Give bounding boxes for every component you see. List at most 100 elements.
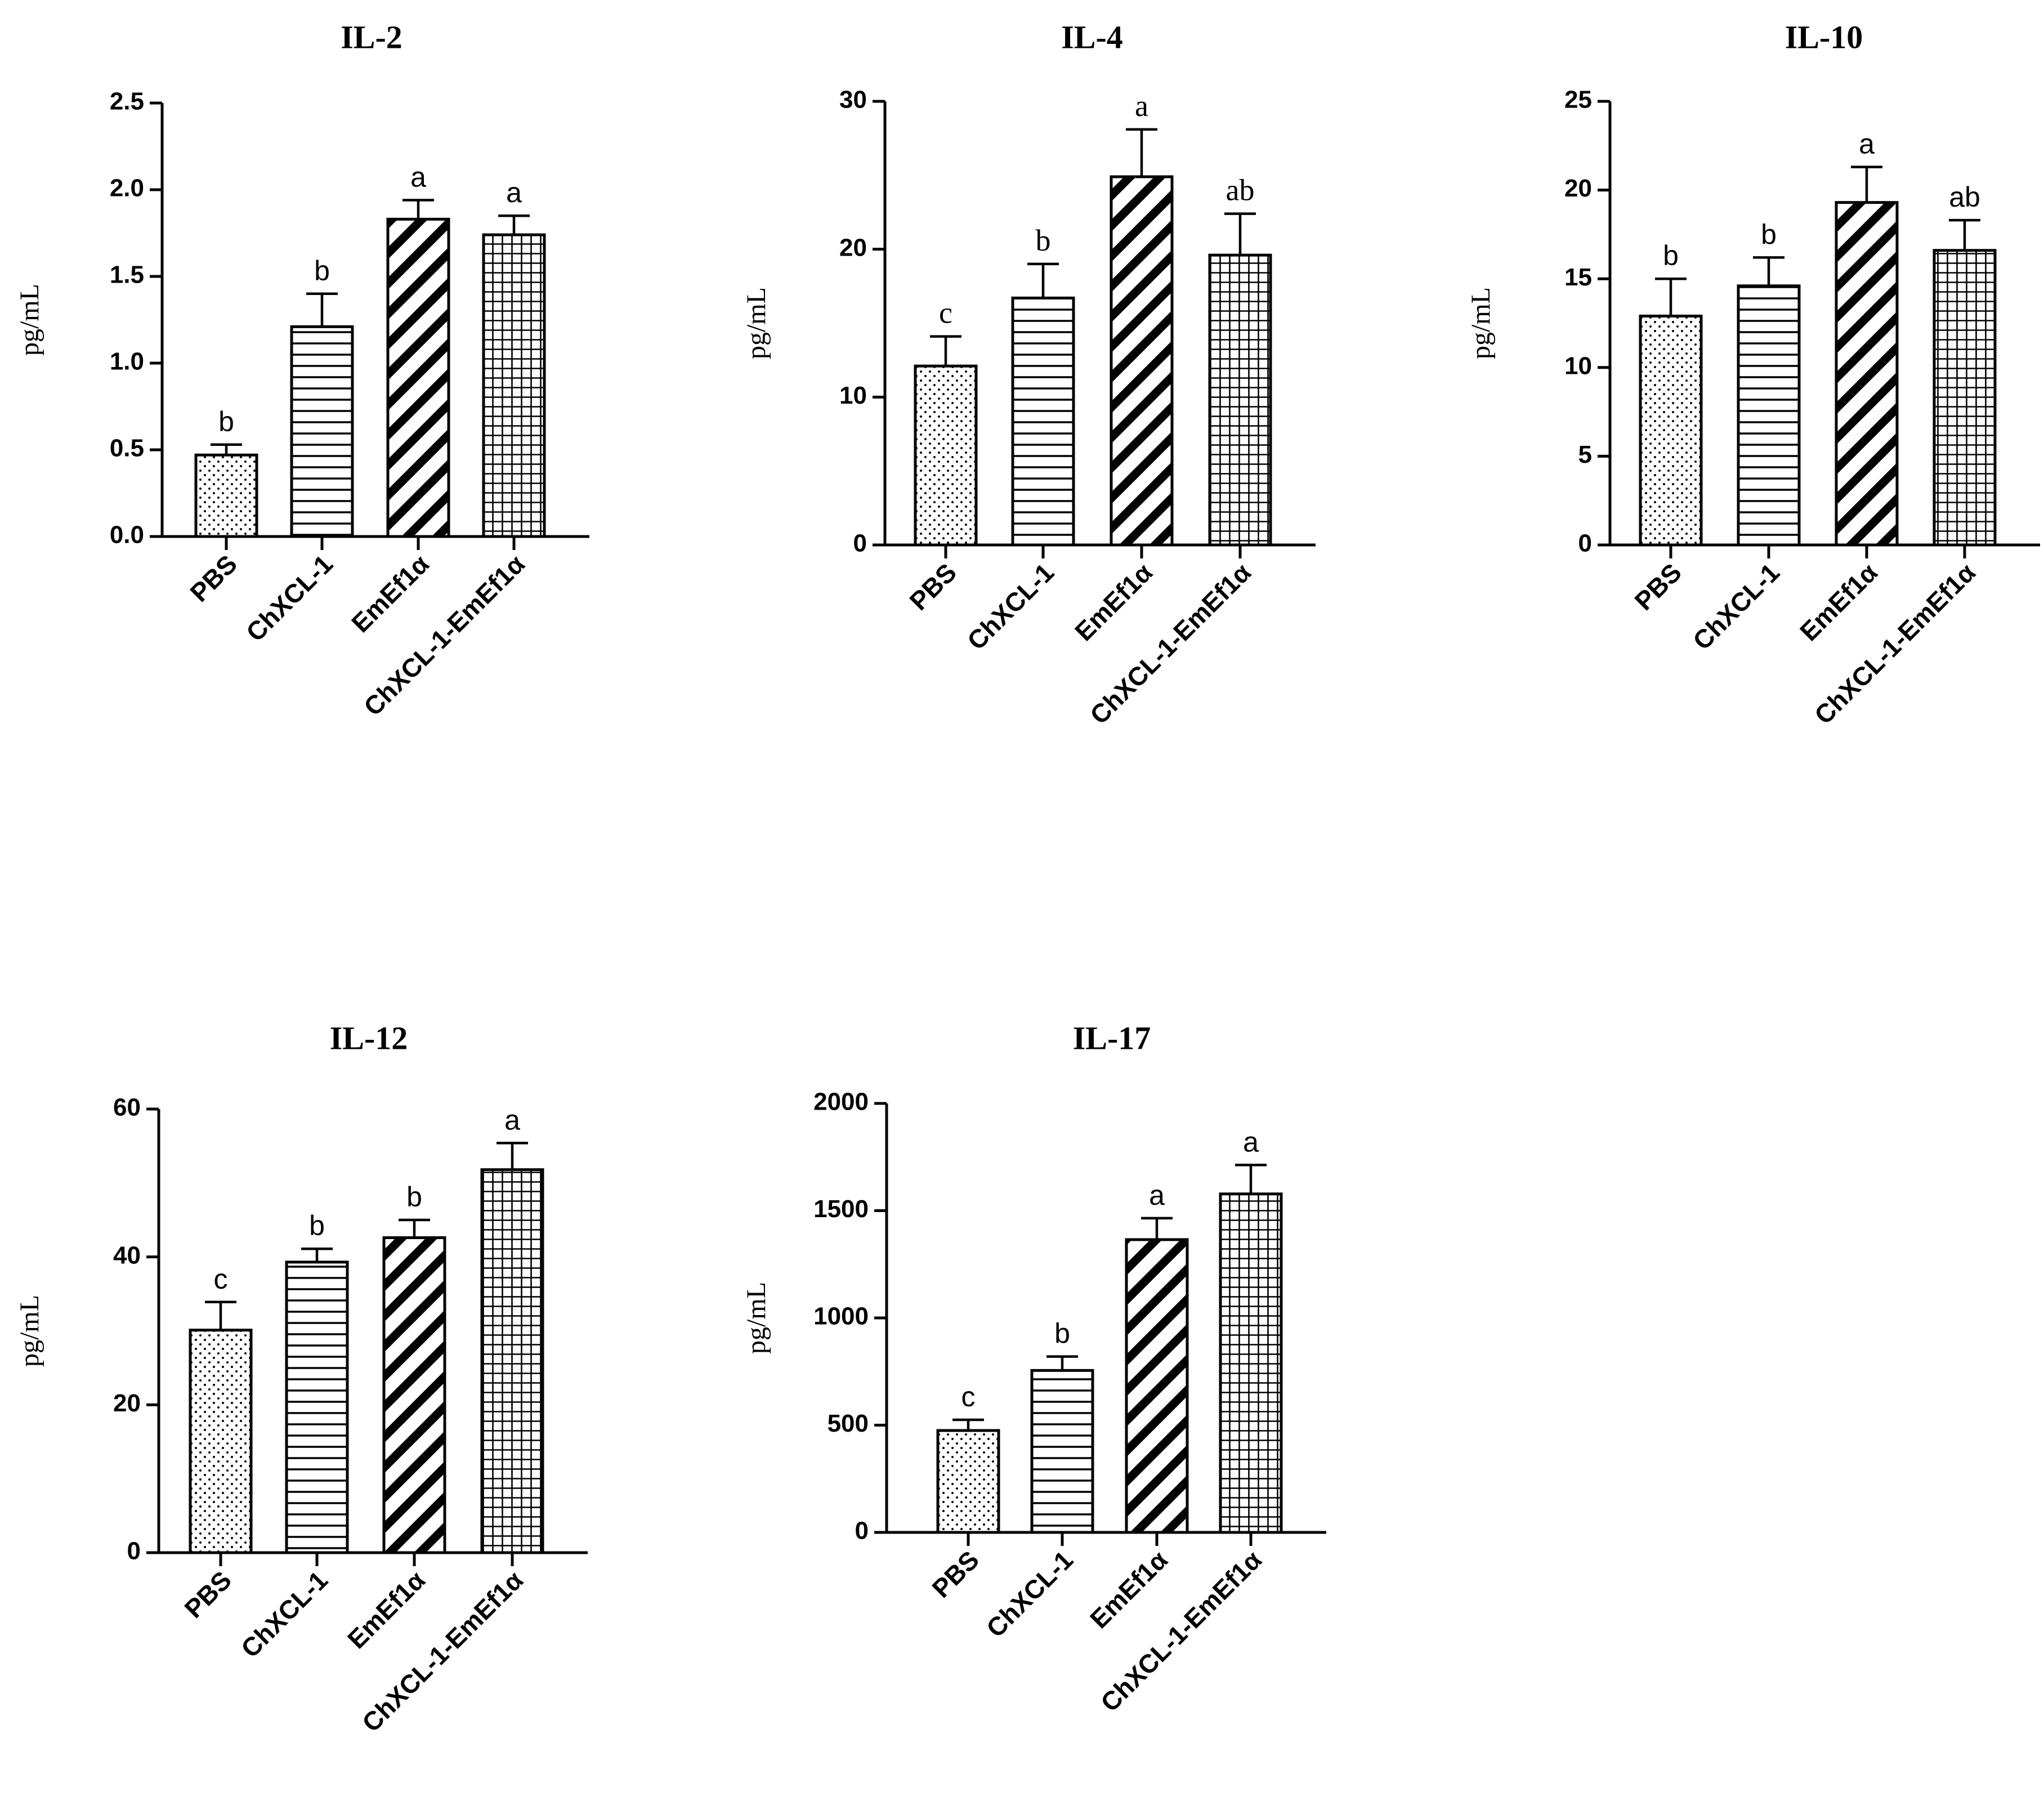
chart-il-4: IL-4 pg/mL 0 10 20 30 c PBS b ChXCL-1 a EmEf1α ab ChX… [741, 19, 1316, 730]
chart-title: IL-12 [330, 1020, 408, 1056]
y-tick-label: 5 [1578, 441, 1592, 468]
bar-chxcl-1-emef1α [480, 1168, 544, 1554]
y-tick-label: 25 [1564, 86, 1592, 114]
bar-chxcl-1 [290, 325, 354, 538]
chart-il-12: IL-12 pg/mL 0 20 40 60 c PBS b ChXCL-1 b EmEf1α a ChX… [15, 1020, 588, 1737]
chart-il-17: IL-17 pg/mL 0 500 1000 1500 2000 c PBS b ChXCL-1 a E… [741, 1020, 1326, 1717]
y-tick-label: 10 [1564, 352, 1592, 379]
bar-pbs [189, 1329, 253, 1554]
y-tick-label: 1.5 [110, 261, 144, 289]
x-category-label: EmEf1α [346, 549, 435, 638]
bar-pbs [1639, 314, 1703, 547]
y-axis-label: pg/mL [15, 284, 44, 356]
y-tick-label: 2.5 [110, 88, 144, 115]
significance-label: b [1663, 240, 1679, 271]
significance-label: b [1761, 218, 1777, 250]
x-category-label: PBS [904, 557, 962, 616]
bar-chxcl-1 [1737, 284, 1801, 547]
chart-il-2: IL-2 pg/mL 0.0 0.5 1.0 1.5 2.0 2.5 b PBS b ChXCL-1 a… [15, 19, 589, 721]
x-category-label: EmEf1α [1069, 557, 1158, 646]
significance-label: b [1036, 223, 1051, 257]
bar-pbs [914, 364, 978, 547]
bar-pbs [194, 453, 258, 538]
bar-emef1α [382, 1236, 446, 1554]
x-category-label: PBS [926, 1545, 985, 1603]
significance-label: a [1859, 128, 1875, 160]
x-category-label: ChXCL-1-EmEf1α [356, 1565, 529, 1737]
significance-label: b [314, 255, 330, 287]
bar-chxcl-1-emef1α [1933, 249, 1997, 547]
y-tick-label: 0 [853, 530, 867, 557]
bar-pbs [936, 1429, 1000, 1534]
y-tick-label: 0.5 [110, 435, 144, 462]
bar-emef1α [1835, 201, 1899, 547]
y-tick-label: 1000 [813, 1303, 869, 1330]
x-category-label: ChXCL-1 [1687, 557, 1785, 655]
y-tick-label: 0 [127, 1537, 141, 1565]
significance-label: a [1243, 1126, 1259, 1157]
chart-title: IL-10 [1785, 19, 1863, 55]
chart-title: IL-17 [1073, 1020, 1151, 1056]
significance-label: a [506, 177, 522, 208]
x-category-label: EmEf1α [1794, 557, 1883, 646]
x-category-label: EmEf1α [1084, 1545, 1173, 1634]
bar-chxcl-1 [1030, 1369, 1094, 1534]
y-tick-label: 0 [855, 1517, 869, 1545]
y-axis-label: pg/mL [741, 287, 771, 359]
y-tick-label: 500 [828, 1410, 869, 1437]
x-category-label: ChXCL-1-EmEf1α [1809, 557, 1981, 730]
y-tick-label: 2.0 [110, 175, 144, 202]
x-category-label: ChXCL-1-EmEf1α [1084, 557, 1256, 730]
x-category-label: ChXCL-1-EmEf1α [358, 549, 530, 721]
bar-chxcl-1 [1011, 296, 1075, 547]
bar-chxcl-1-emef1α [482, 233, 546, 538]
x-category-label: ChXCL-1 [235, 1565, 333, 1663]
y-tick-label: 0 [1578, 530, 1592, 557]
bar-emef1α [1110, 175, 1174, 547]
y-tick-label: 40 [113, 1241, 141, 1269]
significance-label: a [504, 1104, 520, 1136]
chart-title: IL-2 [341, 19, 402, 55]
y-tick-label: 20 [1564, 175, 1592, 202]
x-category-label: ChXCL-1 [961, 557, 1059, 655]
x-category-label: PBS [184, 549, 243, 607]
y-tick-label: 15 [1564, 263, 1592, 291]
y-tick-label: 1.0 [110, 348, 144, 375]
y-tick-label: 0.0 [110, 521, 144, 549]
y-tick-label: 2000 [813, 1088, 869, 1116]
y-tick-label: 30 [839, 86, 867, 114]
bar-chxcl-1 [285, 1260, 349, 1554]
significance-label: a [410, 161, 426, 193]
bar-emef1α [1125, 1238, 1189, 1534]
bar-chxcl-1-emef1α [1208, 253, 1272, 547]
significance-label: a [1149, 1179, 1165, 1211]
x-category-label: ChXCL-1 [981, 1545, 1079, 1643]
significance-label: ab [1226, 173, 1255, 207]
bar-emef1α [386, 217, 450, 538]
y-tick-label: 1500 [813, 1195, 869, 1223]
chart-title: IL-4 [1061, 19, 1123, 55]
bar-chxcl-1-emef1α [1219, 1192, 1283, 1534]
y-tick-label: 20 [113, 1389, 141, 1417]
chart-il-10: IL-10 pg/mL 0 5 10 15 20 25 b PBS b ChXCL-1 a EmEf1α a… [1466, 19, 2040, 730]
x-category-label: PBS [1629, 557, 1687, 616]
x-category-label: PBS [178, 1565, 237, 1624]
y-axis-label: pg/mL [741, 1282, 771, 1354]
x-category-label: ChXCL-1-EmEf1α [1095, 1545, 1267, 1717]
y-axis-label: pg/mL [15, 1295, 44, 1367]
significance-label: b [218, 406, 234, 437]
significance-label: ab [1949, 181, 1980, 213]
significance-label: c [961, 1381, 976, 1412]
y-tick-label: 10 [839, 382, 867, 409]
significance-label: c [214, 1263, 228, 1295]
y-tick-label: 60 [113, 1094, 141, 1121]
significance-label: b [1054, 1318, 1070, 1349]
y-tick-label: 20 [839, 234, 867, 261]
significance-label: b [406, 1181, 422, 1213]
significance-label: a [1135, 89, 1148, 123]
x-category-label: ChXCL-1 [240, 549, 338, 647]
y-axis-label: pg/mL [1466, 287, 1496, 359]
significance-label: c [939, 296, 952, 330]
